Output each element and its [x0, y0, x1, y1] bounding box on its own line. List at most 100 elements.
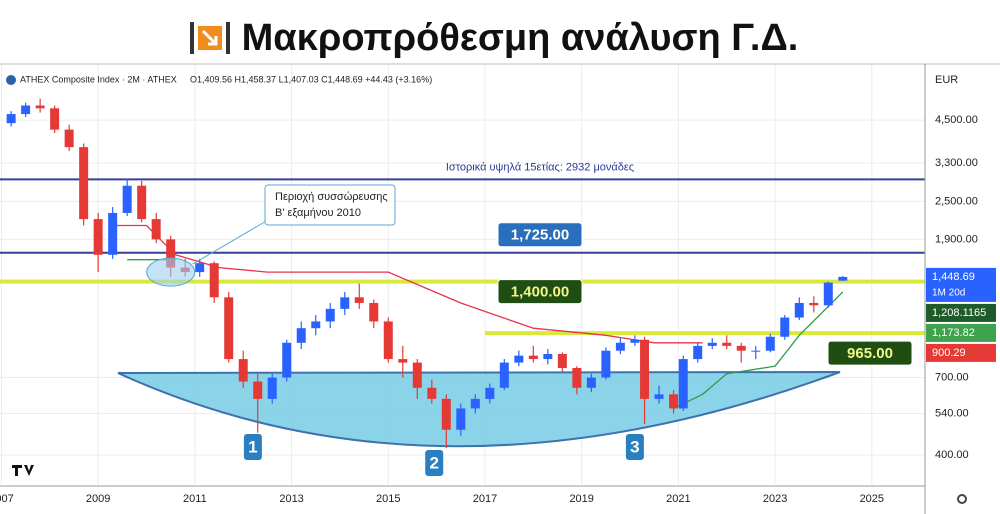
logo [12, 465, 34, 476]
y-tick-label: 2,500.00 [935, 195, 978, 207]
level-label-box [497, 222, 583, 248]
candle-body [572, 368, 582, 388]
candle-body [137, 185, 147, 220]
level-label-box [497, 279, 583, 305]
candle-body [311, 321, 321, 329]
candle-body [765, 336, 775, 351]
price-tag-label: 1,208.1165 [932, 307, 986, 319]
x-tick-label: 2009 [86, 493, 110, 505]
candle-body [238, 359, 248, 382]
marker-box [243, 434, 262, 460]
y-tick-label: 1,900.00 [935, 233, 978, 245]
candle-body [151, 219, 161, 240]
price-tag [926, 323, 996, 342]
price-tag [926, 343, 996, 362]
candle-body [669, 394, 679, 409]
candle-body [557, 353, 567, 369]
symbol-icon [6, 75, 16, 85]
candle-body [794, 302, 804, 318]
candle-body [398, 359, 408, 363]
candle-body [93, 219, 103, 255]
note-box [264, 184, 396, 226]
candle-body [325, 308, 335, 322]
x-tick-label: 2023 [763, 493, 787, 505]
candle-body [615, 342, 625, 351]
x-tick-label: 2025 [860, 493, 884, 505]
candle-body [654, 394, 664, 399]
x-tick-label: 2015 [376, 493, 400, 505]
y-tick-label: 3,300.00 [935, 157, 978, 169]
marker-box [425, 450, 444, 476]
candle-body [751, 350, 761, 352]
x-tick-label: 2017 [473, 493, 497, 505]
marker-label: 1 [248, 437, 257, 456]
candle-body [707, 342, 717, 346]
accumulation-zone [146, 257, 196, 287]
candle-body [253, 381, 263, 399]
level-label: 1,400.00 [511, 284, 569, 301]
candle-body [340, 297, 350, 309]
y-tick-label: 400.00 [935, 449, 969, 461]
candle-body [427, 387, 437, 399]
candle-body [470, 398, 480, 409]
candle-body [514, 355, 524, 363]
candle-body [678, 359, 688, 409]
symbol: ATHEX Composite Index · 2M · ATHEX [20, 74, 177, 84]
candle-body [586, 377, 596, 388]
candle-body [630, 339, 640, 343]
candle-body [122, 185, 132, 213]
level-annotation: Ιστορικά υψηλά 15ετίας: 2932 μονάδες [446, 161, 634, 173]
candle-body [369, 302, 379, 322]
level-label-box [827, 340, 913, 366]
candle-body [166, 239, 176, 268]
y-tick-label: 4,500.00 [935, 114, 978, 126]
candle-body [282, 342, 292, 378]
price-tag [926, 303, 996, 322]
candle-body [780, 317, 790, 337]
x-tick-label: 2011 [183, 493, 207, 505]
candle-body [693, 345, 703, 360]
level-label: 1,725.00 [511, 227, 569, 244]
note-pointer [192, 219, 269, 265]
candle-body [383, 321, 393, 360]
candle-body [485, 387, 495, 399]
candle-body [296, 328, 306, 343]
level-label: 965.00 [847, 345, 893, 362]
x-tick-label: 2007 [0, 493, 14, 505]
candle-body [412, 362, 422, 388]
candle-body [6, 114, 16, 124]
candle-body [64, 129, 74, 148]
candle-body [736, 345, 746, 351]
candle-body [838, 276, 848, 281]
candle-body [195, 263, 205, 273]
price-tag [926, 267, 996, 302]
currency: EUR [935, 74, 958, 86]
candle-body [224, 297, 234, 360]
candle-body [640, 339, 650, 399]
note-text: Περιοχή συσσώρευσης [275, 191, 388, 203]
settings-icon[interactable] [957, 494, 967, 504]
y-tick-label: 700.00 [935, 371, 969, 383]
price-tag-label: 1,448.69 [932, 271, 975, 283]
y-tick-label: 540.00 [935, 407, 969, 419]
candle-body [441, 398, 451, 430]
candle-body [823, 282, 833, 306]
title-icon [190, 22, 230, 54]
candle-body [108, 212, 118, 255]
candle-body [209, 263, 219, 298]
candle-body [499, 362, 509, 388]
candle-body [21, 105, 31, 115]
candle-body [267, 377, 277, 399]
price-tag-label: 1,173.82 [932, 327, 975, 339]
ohlc: O1,409.56 H1,458.37 L1,407.03 C1,448.69 … [190, 74, 432, 84]
x-tick-label: 2021 [666, 493, 690, 505]
price-tag-label: 900.29 [932, 347, 966, 359]
candle-body [35, 105, 45, 109]
note-text: Β' εξαμήνου 2010 [275, 207, 361, 219]
candle-body [354, 297, 364, 303]
candle-body [722, 342, 732, 346]
candle-body [543, 353, 553, 360]
candle-body [456, 408, 466, 430]
candle-body [79, 147, 89, 220]
